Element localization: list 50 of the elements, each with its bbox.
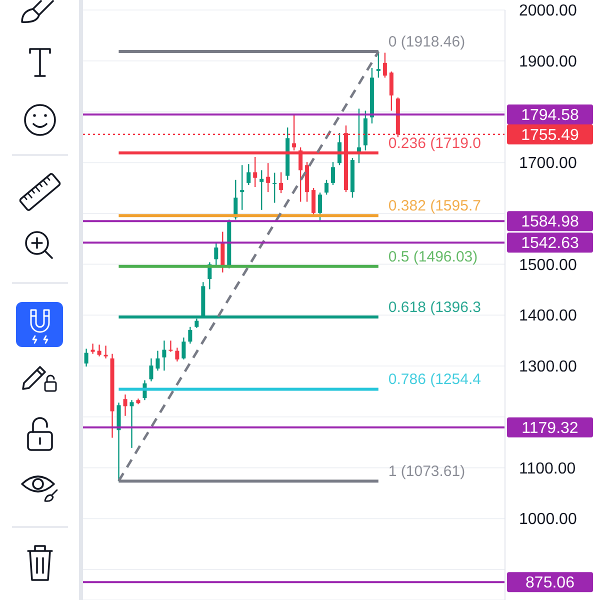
y-tick-label: 1100.00 (519, 460, 576, 478)
candlestick (168, 340, 173, 352)
candlestick (240, 164, 244, 210)
series-label: 0.382 (1595.7 (388, 198, 481, 215)
candlestick (214, 242, 218, 267)
candlestick (149, 358, 154, 382)
candlestick (272, 172, 277, 204)
series-label: 0.236 (1719.0 (388, 134, 481, 152)
candlestick (389, 70, 394, 112)
candlestick (253, 156, 258, 188)
ref-line-label: 1755.49 (521, 126, 580, 144)
ref-line-label: 1542.63 (521, 235, 580, 252)
y-tick-label: 1000.00 (519, 511, 577, 528)
ref-line-label: 1179.32 (522, 420, 578, 437)
series-label: 0.5 (1496.03) (388, 248, 478, 266)
candlestick (123, 394, 128, 416)
candlestick (318, 192, 322, 222)
candlestick (279, 172, 284, 194)
candlestick (162, 340, 166, 372)
y-tick-label: 2000.00 (519, 2, 577, 20)
series-label: 0.786 (1254.4 (388, 371, 481, 388)
candlestick (331, 161, 336, 186)
y-tick-label: 1500.00 (519, 256, 577, 274)
candlestick (188, 326, 192, 344)
candlestick (182, 336, 186, 360)
series-label: 1 (1073.61) (388, 463, 466, 480)
candlestick (376, 50, 380, 78)
candlestick (156, 350, 160, 372)
y-tick-label: 1700.00 (519, 155, 577, 172)
candlestick (84, 348, 88, 368)
series-label: 0 (1918.46) (388, 33, 466, 50)
y-tick-label: 1300.00 (519, 358, 577, 376)
candlestick (220, 231, 225, 274)
ref-line-label: 875.06 (526, 574, 575, 592)
candlestick (324, 179, 329, 196)
y-tick-label: 1900.00 (519, 53, 577, 70)
candlestick (246, 164, 251, 186)
candlestick (175, 347, 180, 362)
ref-line-label: 1584.98 (521, 214, 580, 231)
candlestick (266, 162, 270, 193)
y-tick-label: 1400.00 (519, 308, 577, 325)
candlestick (312, 187, 316, 216)
candlestick (130, 400, 134, 449)
candlestick (260, 170, 264, 210)
candlestick (382, 52, 387, 78)
candlestick (90, 343, 95, 354)
ref-line-label: 1794.58 (521, 106, 580, 124)
series-label: 0.618 (1396.3 (388, 299, 481, 316)
candlestick (97, 344, 102, 357)
candlestick (104, 345, 108, 360)
